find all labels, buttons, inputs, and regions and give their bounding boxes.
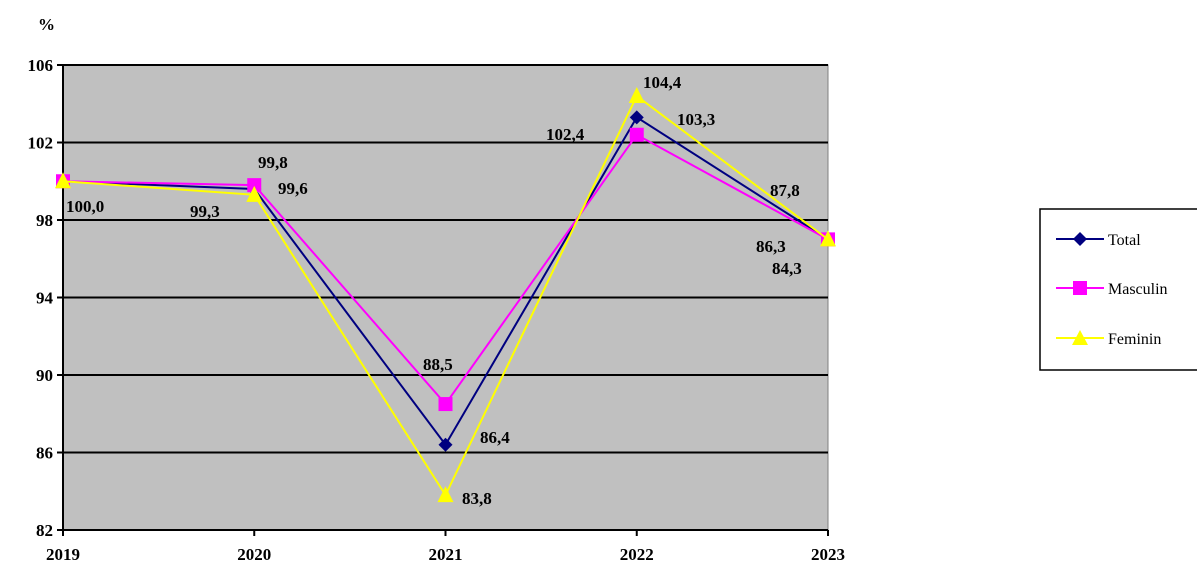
data-labels: 100,0 99,8 99,6 99,3 88,5 86,4 83,8 104,… [66, 73, 802, 508]
data-point-feminin-2020 [246, 185, 263, 202]
data-label-total-2021: 86,4 [480, 428, 510, 447]
y-tick-label: 82 [36, 521, 53, 540]
x-axis-ticks: 2019 2020 2021 2022 2023 [46, 530, 845, 564]
data-label-masculin-2023: 84,3 [772, 259, 802, 278]
data-label-masculin-2020: 99,8 [258, 153, 288, 172]
x-tick-label: 2019 [46, 545, 80, 564]
legend-label-total: Total [1108, 232, 1141, 249]
y-tick-label: 98 [36, 211, 53, 230]
data-label-feminin-2023: 87,8 [770, 181, 800, 200]
x-tick-label: 2020 [237, 545, 271, 564]
x-tick-label: 2021 [429, 545, 463, 564]
data-point-feminin-2019 [55, 172, 71, 189]
data-point-feminin-2023 [820, 230, 836, 247]
y-tick-label: 102 [28, 134, 54, 153]
legend-label-masculin: Masculin [1108, 281, 1168, 298]
y-tick-label: 86 [36, 444, 53, 463]
legend-item-masculin: Masculin [1056, 281, 1168, 298]
triangle-marker-icon [1072, 330, 1088, 345]
data-label-feminin-2020: 99,3 [190, 202, 220, 221]
data-point-masculin-2022 [629, 127, 644, 142]
legend-item-feminin: Feminin [1056, 330, 1161, 348]
legend-box [1039, 208, 1197, 371]
data-label-total-2023: 86,3 [756, 237, 786, 256]
data-label-masculin-2022: 102,4 [546, 125, 585, 144]
x-tick-label: 2022 [620, 545, 654, 564]
gridlines [63, 64, 828, 454]
legend: Total Masculin Feminin [1039, 208, 1197, 371]
data-point-total-2022 [629, 110, 644, 125]
y-axis-ticks: 82 86 90 94 98 102 106 [28, 56, 63, 540]
data-point-total-2021 [438, 437, 453, 452]
y-tick-label: 94 [36, 289, 54, 308]
data-label-total-2019: 100,0 [66, 197, 104, 216]
series-feminin [55, 87, 836, 503]
diamond-marker-icon [1073, 232, 1087, 246]
data-label-total-2020: 99,6 [278, 179, 308, 198]
data-point-feminin-2021 [437, 486, 454, 503]
data-label-feminin-2021: 83,8 [462, 489, 492, 508]
data-point-feminin-2022 [628, 87, 645, 103]
y-tick-label: 90 [36, 366, 53, 385]
y-unit-label: % [38, 15, 55, 34]
legend-label-feminin: Feminin [1108, 331, 1161, 348]
data-label-total-2022: 103,3 [677, 110, 715, 129]
data-point-masculin-2021 [438, 397, 453, 412]
y-tick-label: 106 [28, 56, 54, 75]
data-label-feminin-2022: 104,4 [643, 73, 682, 92]
data-label-masculin-2021: 88,5 [423, 355, 453, 374]
series-masculin [56, 127, 835, 412]
series-group [55, 87, 836, 503]
data-point-masculin-2020 [247, 178, 262, 193]
square-marker-icon [1073, 281, 1087, 295]
legend-item-total: Total [1056, 232, 1141, 249]
x-tick-label: 2023 [811, 545, 845, 564]
